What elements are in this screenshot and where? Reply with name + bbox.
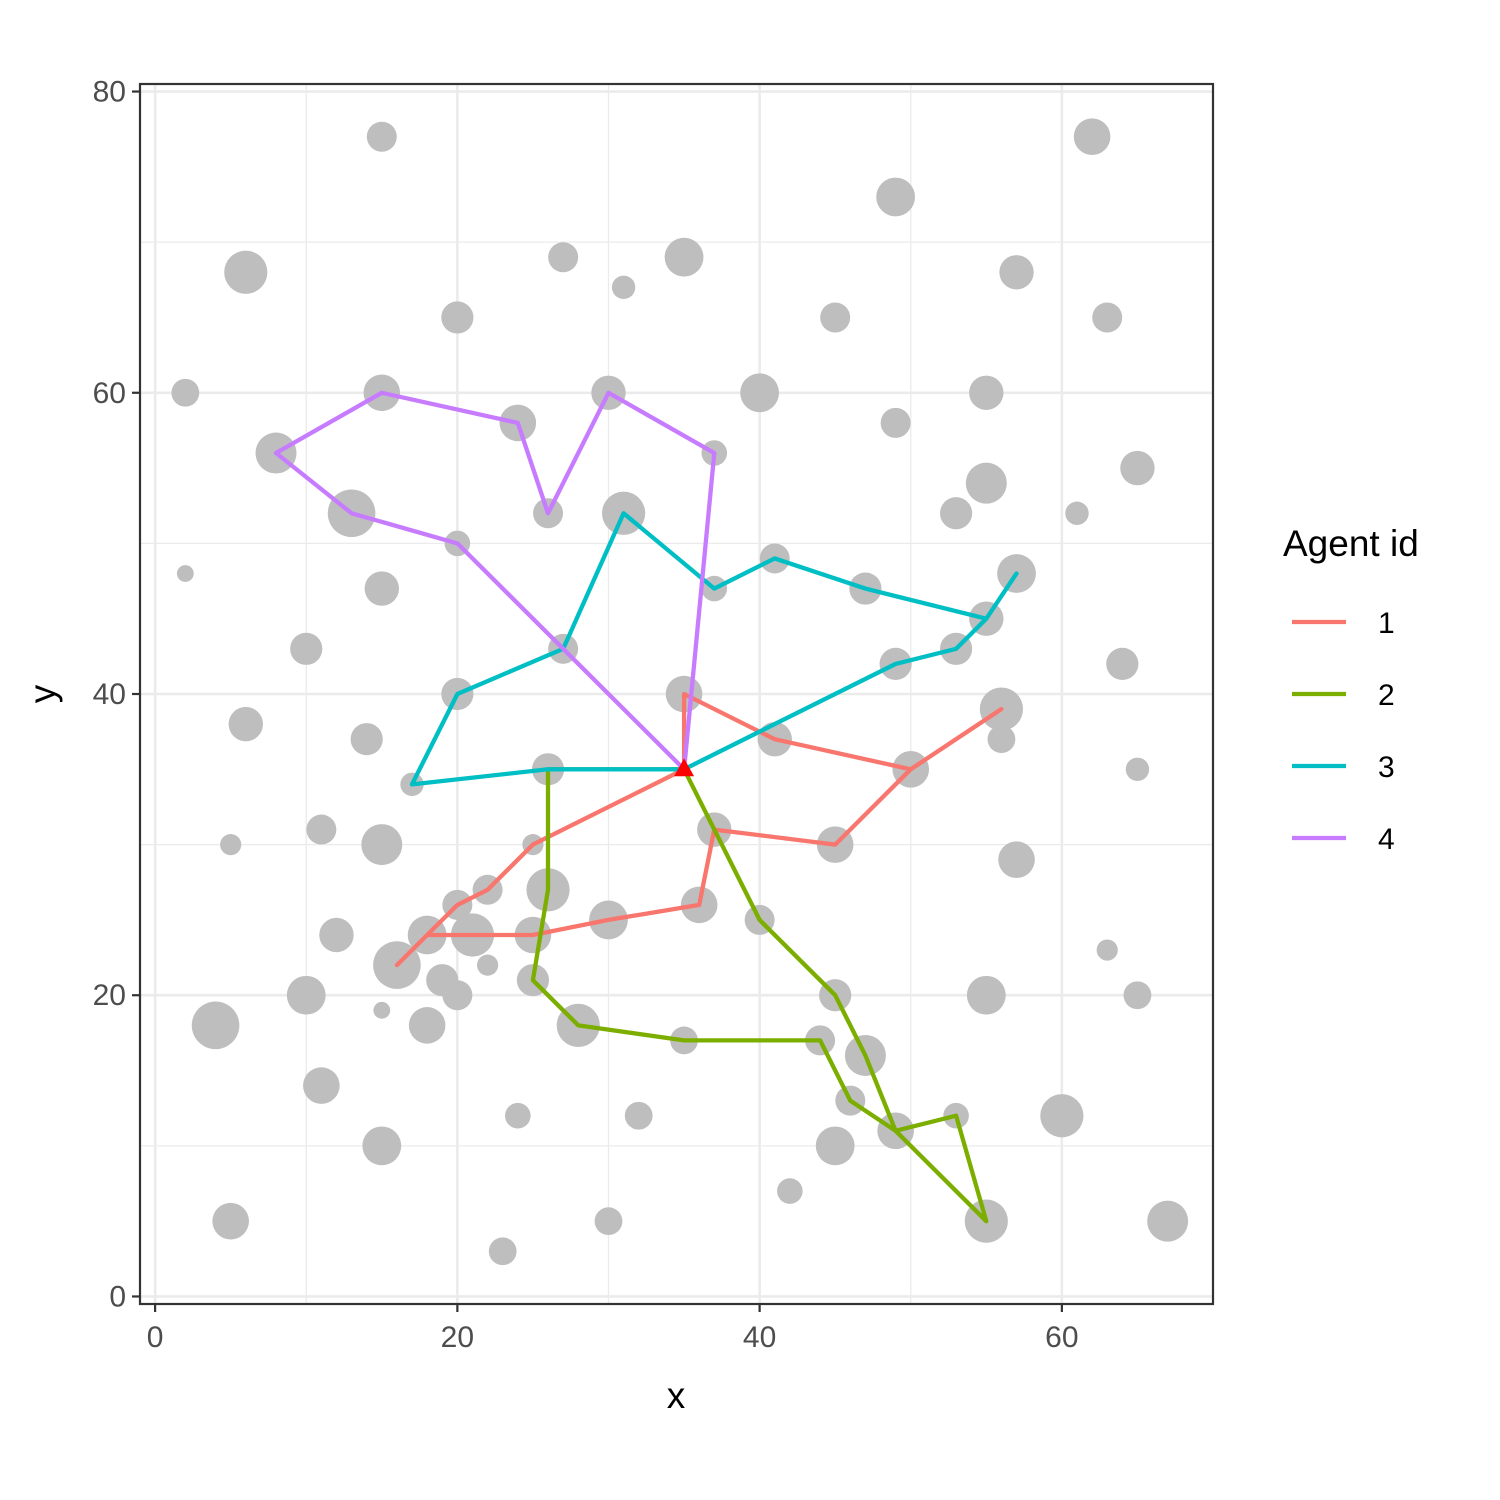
location-point	[966, 975, 1006, 1015]
depot-triangle	[674, 758, 695, 777]
location-point	[1096, 939, 1118, 961]
location-point	[611, 275, 636, 300]
location-point	[228, 706, 263, 742]
location-point	[999, 255, 1034, 290]
location-point	[319, 917, 354, 953]
location-point	[820, 302, 851, 333]
location-point	[306, 814, 337, 845]
x-tick-label: 0	[147, 1321, 164, 1354]
route-line-agent-3	[409, 511, 1019, 787]
y-tick-label: 60	[93, 377, 126, 410]
location-point	[1106, 647, 1139, 680]
location-point	[1147, 1200, 1189, 1242]
location-point	[777, 1178, 803, 1204]
location-point	[176, 565, 194, 582]
location-point	[1123, 981, 1152, 1010]
x-tick-label: 60	[1045, 1321, 1078, 1354]
location-point	[815, 1126, 855, 1166]
legend: Agent id 1 2 3 4	[1283, 523, 1419, 856]
y-tick-label: 80	[93, 76, 126, 109]
location-point	[664, 237, 704, 277]
location-point	[1092, 302, 1123, 333]
location-point	[286, 975, 326, 1015]
legend-label-1: 1	[1378, 607, 1395, 640]
location-point	[441, 301, 474, 334]
agent-route-lines	[273, 390, 1019, 1224]
x-tick-label: 20	[441, 1321, 474, 1354]
location-point	[373, 1001, 391, 1019]
location-point	[442, 980, 473, 1011]
route-line-agent-4	[273, 390, 717, 771]
location-point	[740, 373, 780, 413]
location-point	[987, 725, 1016, 754]
legend-label-4: 4	[1378, 823, 1395, 856]
legend-label-2: 2	[1378, 679, 1395, 712]
location-point	[171, 378, 200, 407]
depot-marker	[674, 758, 695, 777]
location-point	[624, 1101, 653, 1130]
location-point	[998, 841, 1035, 878]
location-point	[939, 497, 973, 530]
route-line-agent-2	[530, 767, 989, 1224]
location-point	[505, 1102, 531, 1129]
location-point	[488, 1237, 517, 1266]
location-point	[594, 1207, 623, 1236]
y-tick-label: 40	[93, 678, 126, 711]
location-point	[548, 242, 579, 273]
location-point	[362, 1126, 402, 1166]
location-point	[361, 824, 403, 866]
y-tick-label: 0	[109, 1280, 126, 1313]
axis-ticks: 0 20 40 60 0 20 40 60 80	[93, 76, 1079, 1354]
location-point	[212, 1202, 249, 1240]
location-point	[1125, 757, 1150, 782]
location-point	[965, 462, 1007, 504]
location-point	[350, 723, 383, 756]
location-point	[303, 1067, 340, 1104]
location-point	[1040, 1094, 1084, 1138]
location-point	[876, 177, 916, 217]
location-point	[476, 954, 499, 976]
location-point	[408, 1007, 446, 1044]
legend-label-3: 3	[1378, 751, 1395, 784]
legend-title: Agent id	[1283, 523, 1419, 564]
y-axis-title: y	[22, 684, 63, 703]
location-point	[1073, 118, 1111, 156]
x-axis-title: x	[667, 1375, 686, 1416]
location-point	[364, 571, 400, 606]
y-tick-label: 20	[93, 979, 126, 1012]
location-point	[969, 375, 1004, 410]
location-point	[366, 121, 397, 152]
location-point	[880, 407, 911, 438]
x-tick-label: 40	[743, 1321, 776, 1354]
location-point	[224, 250, 268, 294]
location-point	[1065, 501, 1089, 525]
location-point	[1120, 450, 1155, 486]
route-line-agent-1	[394, 691, 1004, 968]
location-point	[290, 632, 323, 665]
location-point	[220, 834, 242, 856]
location-point	[191, 1001, 240, 1050]
